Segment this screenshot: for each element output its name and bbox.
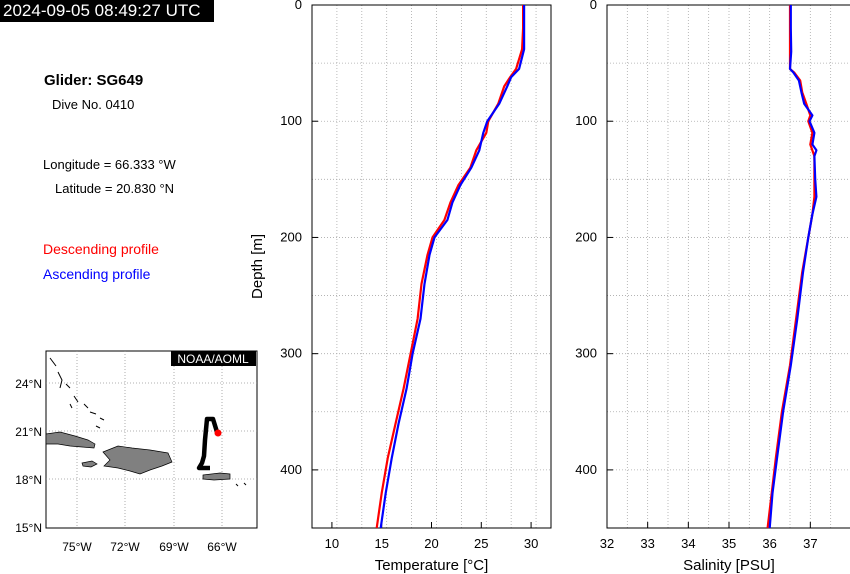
y-tick-label: 100 (280, 113, 302, 128)
y-tick-label: 400 (575, 462, 597, 477)
x-tick-label: 33 (640, 536, 654, 551)
island-jamaica (81, 460, 98, 468)
plot-frame (311, 4, 552, 529)
plot-frame (606, 4, 850, 529)
descending-profile-line (766, 5, 816, 529)
x-tick-label: 20 (424, 536, 438, 551)
x-tick-label: 25 (474, 536, 488, 551)
map-grid (46, 351, 257, 528)
x-tick-label: 30 (524, 536, 538, 551)
salinity-profile-chart: 0 100 200 300 400 32 33 34 35 36 37 Salinity [PSU] (575, 0, 850, 574)
map-lat-label: 18°N (15, 473, 42, 487)
x-tick-label: 32 (600, 536, 614, 551)
map-credit-box (171, 351, 256, 366)
map-lon-label: 66°W (207, 540, 237, 554)
islands-bahamas (49, 357, 247, 487)
map-credit: NOAA/AOML (177, 352, 249, 366)
descending-profile-line (375, 5, 525, 529)
x-axis-title: Salinity [PSU] (683, 557, 775, 574)
latitude-label: Latitude = 20.830 °N (55, 181, 175, 196)
y-tick-label: 100 (575, 113, 597, 128)
y-tick-label: 0 (590, 0, 597, 12)
map-lon-label: 72°W (110, 540, 140, 554)
island-cuba (45, 431, 96, 449)
map-lat-label: 21°N (15, 425, 42, 439)
x-tick-label: 15 (374, 536, 388, 551)
y-tick-label: 300 (280, 346, 302, 361)
x-axis-title: Temperature [°C] (375, 557, 489, 574)
y-tick-label: 200 (575, 229, 597, 244)
glider-title: Glider: SG649 (44, 72, 144, 89)
y-axis-title: Depth [m] (249, 234, 266, 299)
timestamp-label: 2024-09-05 08:49:27 UTC (0, 0, 214, 22)
ascending-profile-line (379, 5, 526, 529)
x-tick-label: 34 (681, 536, 695, 551)
x-tick-label: 36 (762, 536, 776, 551)
x-tick-label: 35 (722, 536, 736, 551)
island-hispaniola (102, 445, 173, 475)
x-tick-label: 37 (803, 536, 817, 551)
dive-number: Dive No. 0410 (52, 97, 135, 112)
map-lat-label: 24°N (15, 377, 42, 391)
legend-descending: Descending profile (43, 241, 159, 257)
map-lon-label: 69°W (159, 540, 189, 554)
legend-ascending: Ascending profile (43, 266, 151, 282)
y-tick-label: 0 (295, 0, 302, 12)
island-puerto-rico (202, 472, 231, 481)
y-tick-label: 300 (575, 346, 597, 361)
glider-track (196, 416, 220, 471)
glider-position-marker (214, 429, 222, 437)
glider-location-map: NOAA/AOML 24°N 21°N 18°N 15°N 75°W 72°W … (15, 350, 258, 554)
map-lon-label: 75°W (62, 540, 92, 554)
ascending-profile-line (768, 5, 818, 529)
y-tick-label: 200 (280, 229, 302, 244)
x-tick-label: 10 (325, 536, 339, 551)
y-tick-label: 400 (280, 462, 302, 477)
map-lat-label: 15°N (15, 521, 42, 535)
temperature-profile-chart: 0 100 200 300 400 10 15 20 25 30 Temperature [°C] D… (249, 0, 552, 574)
longitude-label: Longitude = 66.333 °W (43, 157, 176, 172)
